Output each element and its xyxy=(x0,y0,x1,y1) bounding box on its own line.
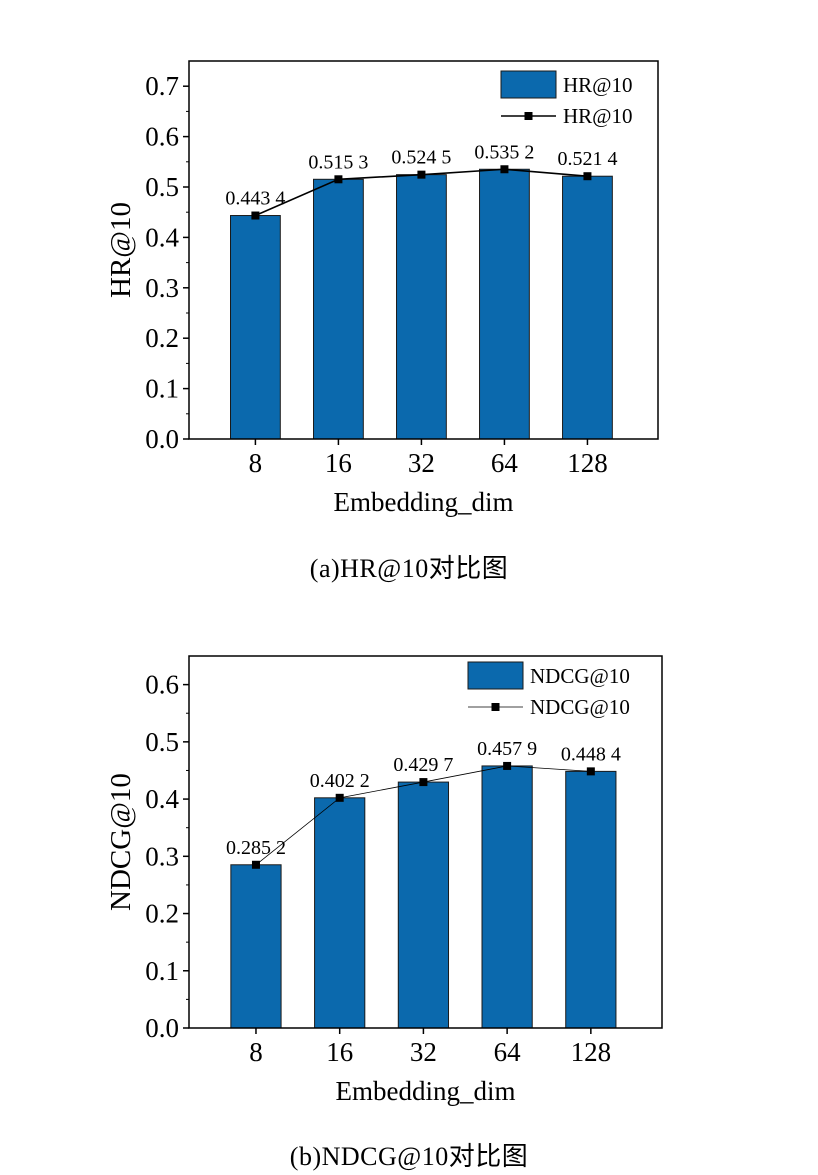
bar xyxy=(479,168,530,440)
data-label: 0.448 4 xyxy=(561,743,621,765)
line-marker xyxy=(417,170,426,179)
y-tick-label: 0.0 xyxy=(145,424,179,454)
legend-label: HR@10 xyxy=(563,104,633,128)
x-tick-label: 16 xyxy=(326,1037,353,1067)
y-tick-label: 0.2 xyxy=(145,899,179,929)
bar xyxy=(397,781,450,1029)
y-tick-label: 0.3 xyxy=(145,841,179,871)
x-tick-label: 16 xyxy=(325,448,352,478)
y-tick-label: 0.4 xyxy=(145,222,179,252)
y-tick-label: 0.5 xyxy=(145,172,179,202)
data-label: 0.457 9 xyxy=(477,738,537,760)
chart-ndcg10: 0.285 2 0.402 2 0.429 7 0.457 9 0.448 4 0.0 0.… xyxy=(0,600,818,1175)
y-tick-label: 0.1 xyxy=(145,374,179,404)
bar xyxy=(565,770,617,1029)
data-label: 0.524 5 xyxy=(391,147,451,169)
line-marker xyxy=(419,778,428,787)
y-tick-label: 0.6 xyxy=(145,670,179,700)
data-label: 0.285 2 xyxy=(226,837,286,859)
chart-ndcg10-plot: 0.285 2 0.402 2 0.429 7 0.457 9 0.448 4 0.0 0.… xyxy=(105,655,663,1106)
chart-caption: (b)NDCG@10对比图 xyxy=(289,1142,529,1171)
y-axis-label: HR@10 xyxy=(105,202,137,298)
data-label: 0.402 2 xyxy=(310,770,370,792)
x-tick-label: 128 xyxy=(571,1037,612,1067)
y-tick-label: 0.0 xyxy=(145,1013,179,1043)
x-tick-label: 64 xyxy=(491,448,519,478)
legend-marker xyxy=(524,112,533,120)
x-tick-label: 8 xyxy=(249,1037,263,1067)
x-tick-label: 64 xyxy=(494,1037,522,1067)
y-tick-label: 0.3 xyxy=(145,273,179,303)
x-tick-label: 32 xyxy=(408,448,435,478)
bar xyxy=(314,797,366,1029)
bar xyxy=(230,215,281,440)
line-marker xyxy=(583,172,592,181)
data-label: 0.429 7 xyxy=(393,754,453,776)
chart-caption: (a)HR@10对比图 xyxy=(309,554,509,583)
x-tick-label: 128 xyxy=(567,448,608,478)
legend-bar-swatch xyxy=(467,661,524,690)
legend-bar-swatch xyxy=(500,70,557,99)
line-marker xyxy=(334,175,343,184)
line-marker xyxy=(335,793,344,802)
bar xyxy=(313,178,364,440)
x-tick-label: 32 xyxy=(410,1037,437,1067)
chart-hr10-plot: 0.443 4 0.515 3 0.524 5 0.535 2 0.521 4 0.0 0.… xyxy=(105,60,659,517)
bar xyxy=(230,864,282,1029)
line-marker xyxy=(251,211,260,220)
line-marker xyxy=(586,767,595,776)
data-label: 0.521 4 xyxy=(557,148,617,170)
y-tick-label: 0.7 xyxy=(145,71,179,101)
data-label: 0.443 4 xyxy=(225,188,285,210)
plot-frame xyxy=(188,60,659,440)
data-label: 0.535 2 xyxy=(474,141,534,163)
legend-label: HR@10 xyxy=(563,73,633,97)
line-marker xyxy=(500,165,509,174)
data-label: 0.515 3 xyxy=(308,151,368,173)
y-tick-label: 0.6 xyxy=(145,122,179,152)
y-tick-label: 0.2 xyxy=(145,323,179,353)
line-marker xyxy=(503,761,512,770)
plot-frame xyxy=(188,655,663,1029)
y-axis-label: NDCG@10 xyxy=(105,773,137,911)
x-axis-label: Embedding_dim xyxy=(336,1076,516,1106)
legend-marker xyxy=(491,703,500,711)
legend-label: NDCG@10 xyxy=(530,664,630,688)
x-tick-label: 8 xyxy=(249,448,263,478)
bar xyxy=(562,175,613,440)
bar xyxy=(481,765,533,1029)
y-tick-label: 0.5 xyxy=(145,727,179,757)
x-axis-label: Embedding_dim xyxy=(334,487,514,517)
y-tick-label: 0.4 xyxy=(145,784,179,814)
legend-label: NDCG@10 xyxy=(530,695,630,719)
chart-hr10: 0.443 4 0.515 3 0.524 5 0.535 2 0.521 4 0.0 0.… xyxy=(105,60,659,583)
bar xyxy=(396,174,447,440)
line-marker xyxy=(251,860,260,869)
y-tick-label: 0.1 xyxy=(145,956,179,986)
